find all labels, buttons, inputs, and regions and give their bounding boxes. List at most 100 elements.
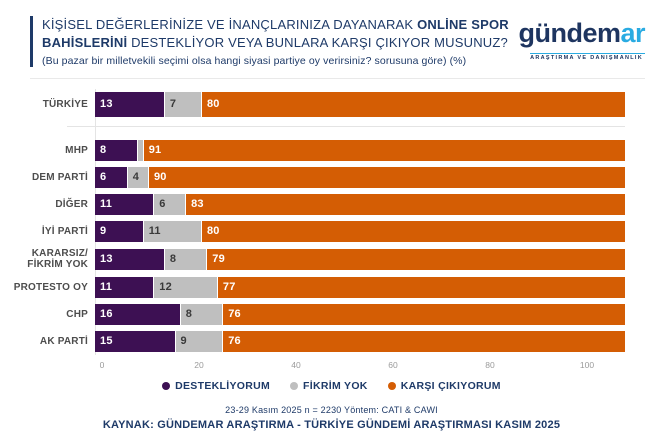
segment-value-label: 6	[100, 171, 107, 184]
bar-track: 13 7 80	[95, 91, 625, 117]
bar-segment: 11	[95, 193, 154, 215]
segment-value-label: 13	[100, 98, 113, 111]
axis-tick-label: 40	[291, 359, 301, 370]
title-part2: DESTEKLİYOR VEYA BUNLARA KARŞI ÇIKIYOR M…	[127, 34, 508, 50]
segment-value-label: 11	[100, 198, 113, 211]
chart-row: CHP 16 8 76	[7, 303, 625, 325]
stacked-bar-chart: TÜRKİYE 13 7 80 MHP 8 91 DEM PARTİ 6 4 90 DİĞER 11 6 8…	[0, 79, 663, 373]
bar-track: 13 8 79	[95, 248, 625, 270]
segment-value-label: 79	[212, 253, 225, 266]
x-axis: 0 20 40 60 80 100	[99, 358, 594, 373]
segment-value-label: 91	[148, 144, 162, 157]
bar-segment: 15	[95, 330, 175, 352]
legend: DESTEKLİYORUM FİKRİM YOK KARŞI ÇIKIYORUM	[0, 380, 663, 392]
legend-swatch-icon	[290, 381, 299, 390]
bar-track: 11 6 83	[95, 193, 625, 215]
bar-segment: 77	[216, 276, 625, 298]
segment-value-label: 15	[100, 335, 113, 348]
segment-value-label: 9	[180, 335, 187, 348]
bar-segment: 16	[95, 303, 180, 325]
bar-segment: 8	[179, 303, 223, 325]
legend-swatch-icon	[162, 381, 171, 390]
row-label: KARARSIZ/ FİKRİM YOK	[27, 247, 88, 271]
source-note: KAYNAK: GÜNDEMAR ARAŞTIRMA - TÜRKİYE GÜN…	[102, 418, 561, 431]
bar-segment: 91	[142, 139, 625, 161]
bar-segment: 90	[147, 166, 625, 188]
bar-segment: 83	[185, 193, 625, 215]
segment-value-label: 16	[100, 308, 113, 321]
bar-segment: 6	[95, 166, 127, 188]
chart-row: DİĞER 11 6 83	[7, 193, 625, 215]
row-label: DEM PARTİ	[31, 171, 88, 183]
title-part1: KİŞİSEL DEĞERLERİNİZE VE İNANÇLARINIZA D…	[42, 17, 418, 32]
segment-value-label: 77	[222, 281, 236, 294]
segment-value-label: 8	[169, 253, 177, 266]
row-label: AK PARTİ	[39, 335, 88, 347]
bar-track: 11 12 77	[95, 276, 625, 298]
axis-tick-label: 80	[485, 359, 495, 370]
segment-value-label: 7	[169, 98, 177, 111]
bar-segment: 6	[153, 193, 186, 215]
group-separator	[67, 125, 625, 127]
segment-value-label: 8	[100, 144, 107, 157]
bar-segment: 79	[206, 248, 625, 270]
segment-value-label: 76	[228, 335, 241, 348]
chart-row: PROTESTO OY 11 12 77	[7, 276, 625, 298]
bar-segment: 7	[163, 91, 201, 117]
row-label: PROTESTO OY	[13, 281, 88, 293]
segment-value-label: 11	[148, 225, 161, 238]
axis-tick-label: 20	[194, 359, 204, 370]
chart-row: KARARSIZ/ FİKRİM YOK 13 8 79	[7, 248, 625, 271]
legend-label: FİKRİM YOK	[303, 379, 368, 392]
footer: 23-29 Kasım 2025 n = 2230 Yöntem: CATI &…	[0, 405, 663, 431]
segment-value-label: 90	[153, 171, 167, 184]
segment-value-label: 8	[185, 308, 193, 321]
bar-segment: 76	[222, 330, 625, 352]
bar-segment: 11	[95, 276, 154, 298]
bar-track: 15 9 76	[95, 330, 625, 352]
chart-row: MHP 8 91	[7, 139, 625, 161]
segment-value-label: 76	[228, 308, 241, 321]
segment-value-label: 6	[159, 198, 166, 211]
chart-row: TÜRKİYE 13 7 80	[7, 91, 625, 117]
legend-item: DESTEKLİYORUM	[162, 380, 270, 392]
bar-segment: 76	[222, 303, 625, 325]
legend-label: DESTEKLİYORUM	[175, 379, 271, 392]
bar-segment: 9	[174, 330, 223, 352]
segment-value-label: 13	[100, 253, 113, 266]
bar-segment: 4	[126, 166, 148, 188]
row-label: CHP	[66, 308, 88, 320]
segment-value-label: 80	[206, 225, 220, 238]
page-title: KİŞİSEL DEĞERLERİNİZE VE İNANÇLARINIZA D…	[42, 16, 512, 52]
logo-text-accent: ar	[620, 18, 645, 48]
axis-tick-label: 60	[388, 359, 398, 370]
chart-row: AK PARTİ 15 9 76	[7, 330, 625, 352]
title-block: KİŞİSEL DEĞERLERİNİZE VE İNANÇLARINIZA D…	[30, 16, 512, 67]
segment-value-label: 83	[191, 198, 204, 211]
bar-segment: 13	[95, 91, 164, 117]
legend-swatch-icon	[387, 381, 396, 390]
title-bold-phrase: ONLİNE SPOR BAHİSLERİNİ	[42, 17, 509, 50]
segment-value-label: 80	[206, 98, 220, 111]
bar-segment: 12	[153, 276, 217, 298]
legend-item: KARŞI ÇIKIYORUM	[387, 379, 501, 392]
bar-segment: 80	[200, 220, 625, 242]
row-label: MHP	[65, 144, 88, 156]
bar-track: 8 91	[95, 139, 625, 161]
logo-wordmark: gündemar	[518, 20, 645, 47]
bar-segment: 80	[200, 91, 625, 117]
legend-label: KARŞI ÇIKIYORUM	[400, 379, 501, 392]
chart-rows: TÜRKİYE 13 7 80 MHP 8 91 DEM PARTİ 6 4 90 DİĞER 11 6 8…	[7, 91, 625, 352]
bar-segment: 8	[163, 248, 207, 270]
row-label: TÜRKİYE	[42, 98, 88, 110]
bar-segment: 9	[95, 220, 143, 242]
methodology-note: 23-29 Kasım 2025 n = 2230 Yöntem: CATI &…	[225, 404, 438, 415]
row-label: İYİ PARTİ	[41, 225, 88, 237]
bar-segment	[137, 139, 143, 161]
logo-text-main: gündem	[518, 18, 621, 48]
chart-row: DEM PARTİ 6 4 90	[7, 166, 625, 188]
header-divider	[30, 77, 645, 79]
axis-tick-label: 0	[99, 359, 105, 370]
segment-value-label: 9	[100, 225, 107, 238]
